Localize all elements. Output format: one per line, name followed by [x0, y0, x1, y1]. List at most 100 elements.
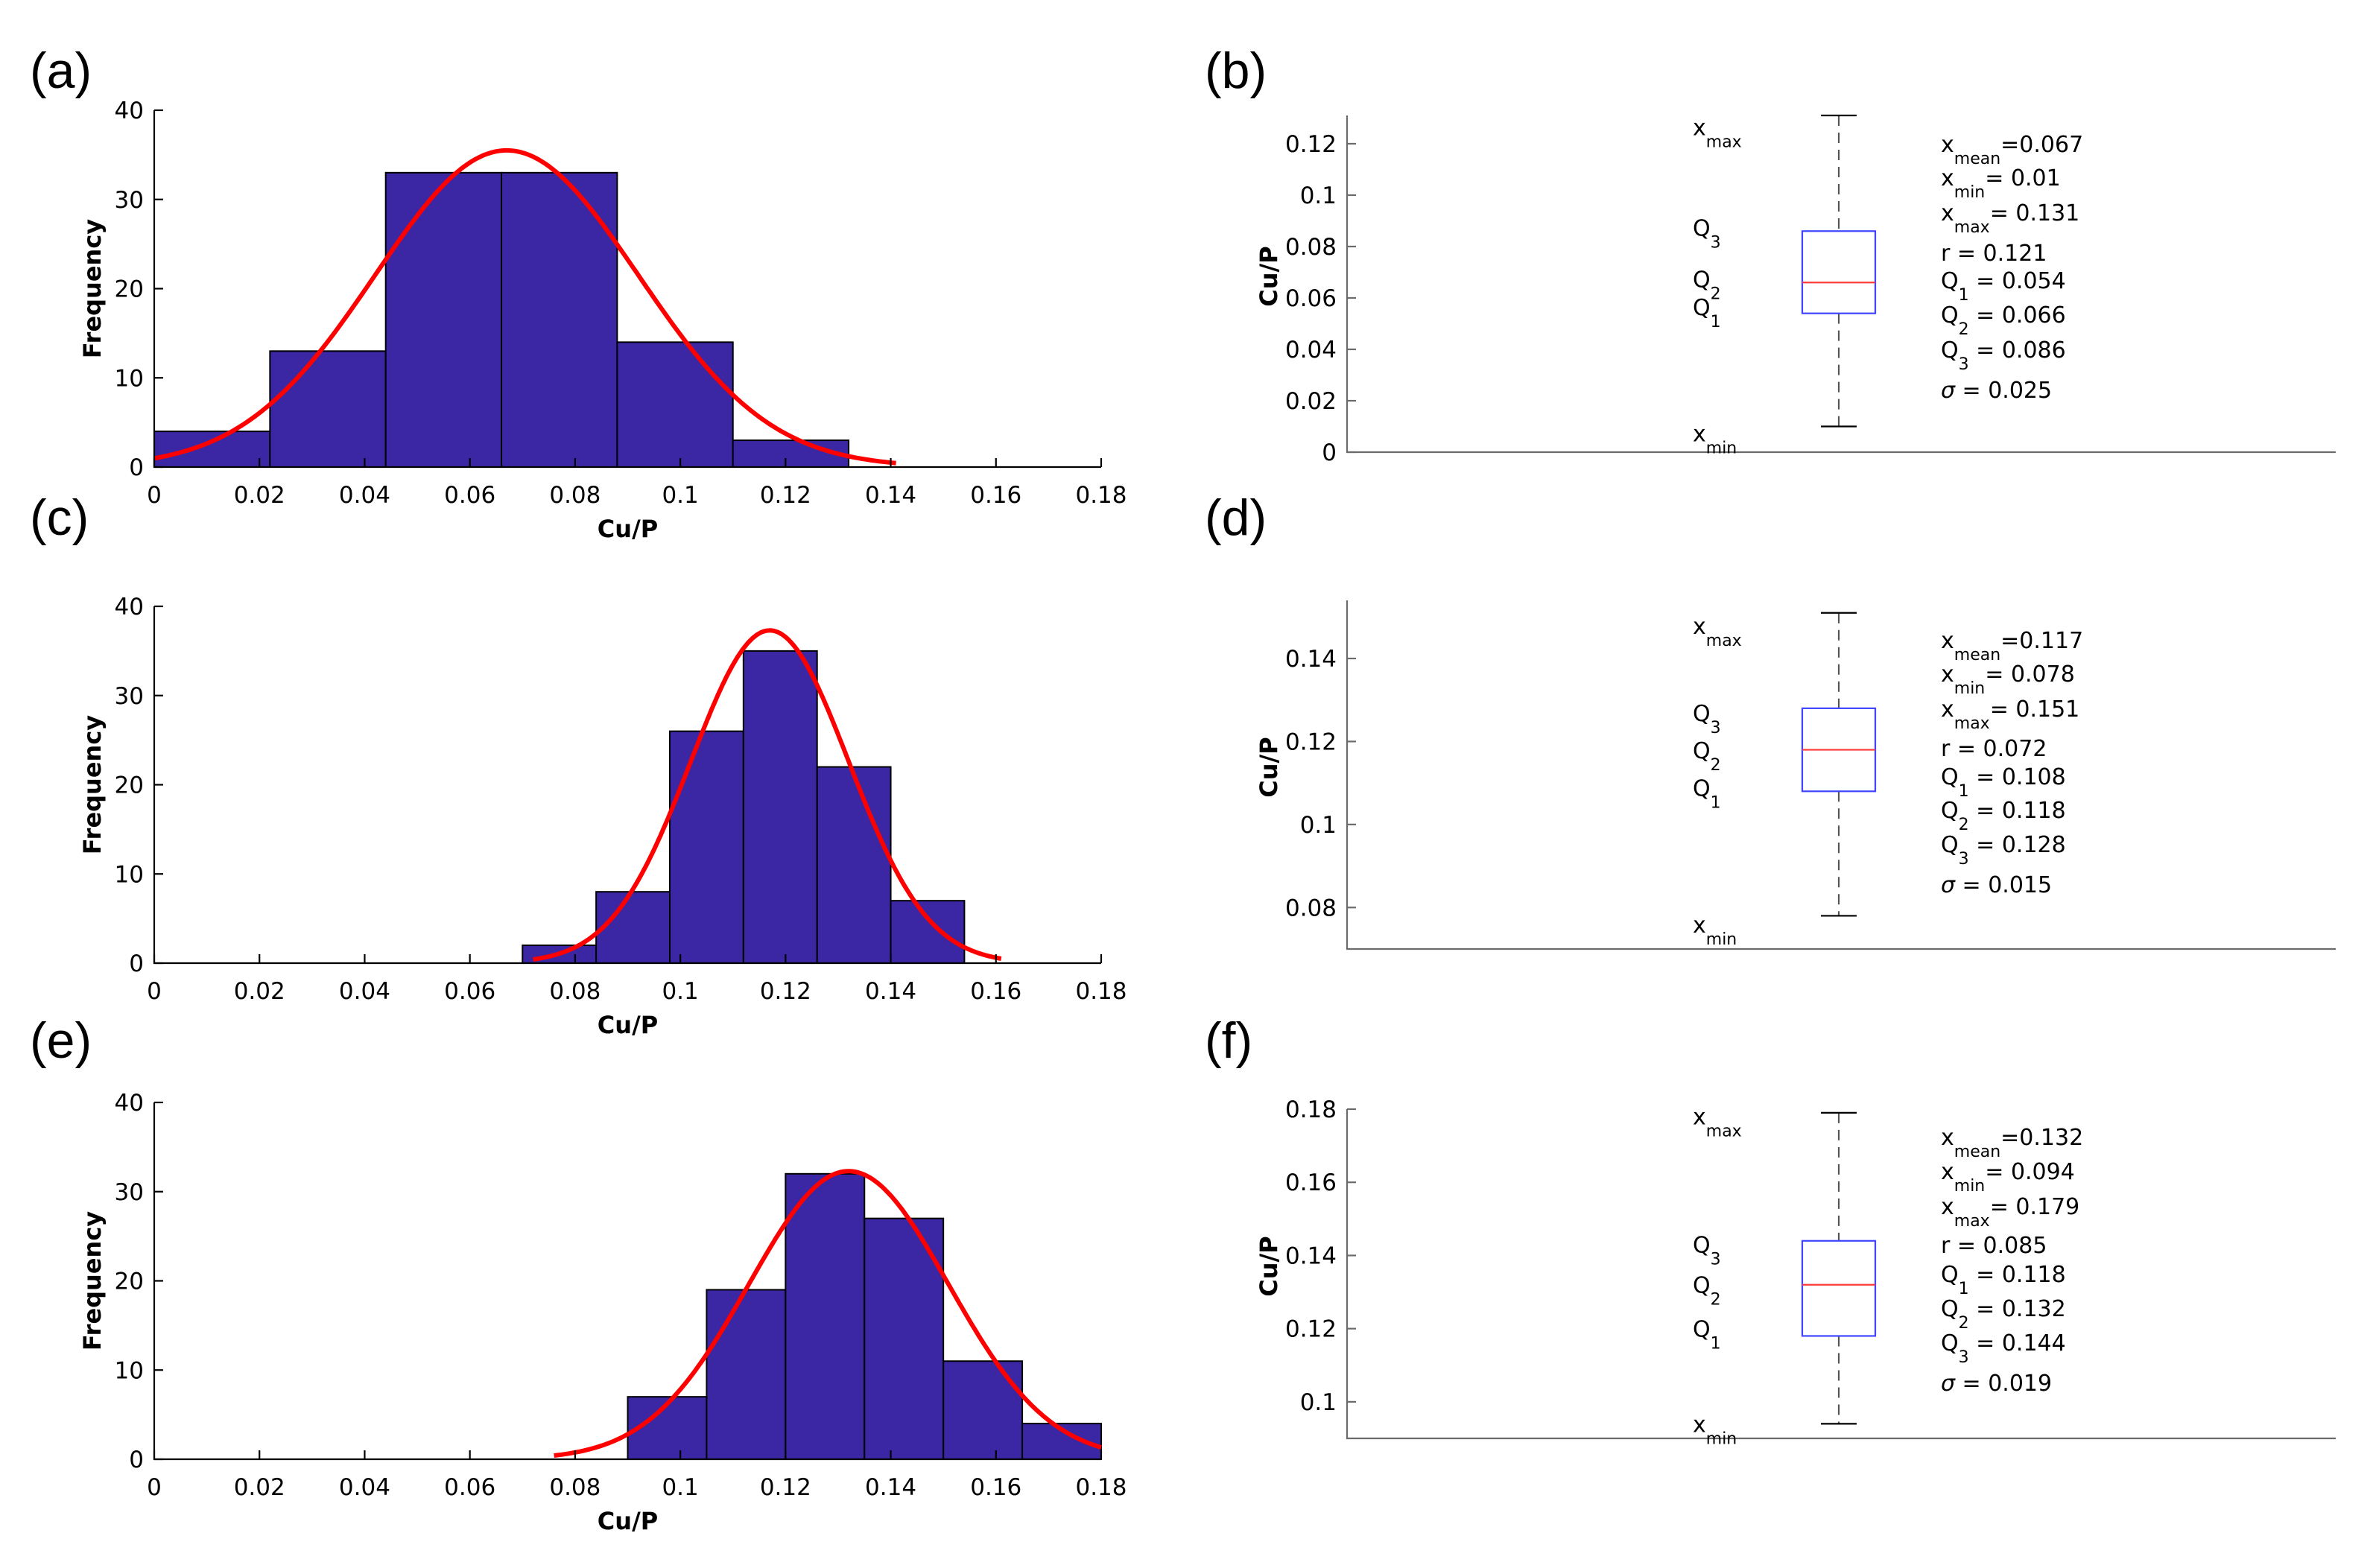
x-tick-label: 0.02: [234, 978, 285, 1005]
stat-symbol: Q: [1941, 268, 1959, 294]
side-label-sub: max: [1706, 133, 1742, 152]
stat-symbol: Q: [1941, 302, 1959, 328]
stat-line: Q2 = 0.132: [1941, 1296, 2066, 1333]
stat-value: = 0.131: [1990, 200, 2080, 226]
stat-line: Q2 = 0.066: [1941, 302, 2066, 339]
side-label: Q1: [1693, 295, 1721, 331]
stat-symbol: x: [1941, 661, 1954, 688]
x-tick-label: 0.1: [662, 1474, 698, 1501]
y-tick-label: 20: [115, 276, 144, 303]
stat-line: r = 0.072: [1941, 736, 2047, 762]
x-tick-label: 0.06: [444, 1474, 495, 1501]
stat-subscript: min: [1954, 1177, 1986, 1196]
normal-fit-curve: [532, 628, 1002, 962]
stat-line: Q3 = 0.144: [1941, 1330, 2066, 1367]
x-tick-label: 0.18: [1075, 482, 1127, 509]
side-label-base: Q: [1693, 1317, 1711, 1343]
stat-symbol: r: [1941, 736, 1951, 762]
stat-symbol: σ: [1941, 378, 1956, 404]
side-label-sub: min: [1706, 930, 1737, 949]
side-label-sub: 2: [1711, 285, 1721, 303]
stat-value: =0.117: [2000, 628, 2083, 654]
stat-subscript: min: [1954, 679, 1986, 698]
y-tick-label: 0.18: [1285, 1096, 1337, 1123]
normal-fit-curve: [153, 147, 896, 466]
side-label: Q3: [1693, 701, 1721, 737]
y-tick-label: 0: [1322, 439, 1337, 466]
stat-value: = 0.179: [1990, 1194, 2080, 1220]
x-tick-label: 0.1: [662, 482, 698, 509]
x-tick-label: 0.08: [549, 1474, 601, 1501]
histogram-bar: [706, 1289, 787, 1460]
side-label-base: Q: [1693, 701, 1711, 727]
side-label-base: x: [1693, 1105, 1706, 1131]
y-tick-label: 40: [115, 1090, 144, 1117]
stat-symbol: Q: [1941, 1330, 1959, 1356]
stat-value: = 0.128: [1969, 832, 2066, 858]
y-tick-label: 30: [115, 683, 144, 710]
stat-value: = 0.066: [1969, 302, 2066, 328]
y-tick-label: 0.04: [1285, 337, 1337, 364]
x-tick-label: 0.14: [865, 1474, 916, 1501]
stat-symbol: x: [1941, 628, 1954, 654]
side-label-sub: 3: [1711, 233, 1721, 252]
panel-label: (a): [30, 42, 92, 99]
histogram-bar: [668, 730, 744, 965]
side-label-base: x: [1693, 614, 1706, 640]
stat-symbol: σ: [1941, 1371, 1956, 1397]
stat-symbol: r: [1941, 241, 1951, 267]
x-axis-label: Cu/P: [598, 515, 658, 543]
histogram-bar: [153, 431, 271, 468]
stat-line: Q1 = 0.108: [1941, 764, 2066, 801]
panel-d: (d)0.080.10.120.14Cu/PxmaxQ3Q2Q1xminxmea…: [1205, 489, 2336, 950]
y-axis-label: Cu/P: [1255, 1236, 1283, 1296]
side-label-base: Q: [1693, 295, 1711, 321]
side-label-sub: max: [1706, 632, 1742, 650]
stat-symbol: Q: [1941, 764, 1959, 790]
stat-value: = 0.019: [1955, 1371, 2052, 1397]
side-label-sub: max: [1706, 1123, 1742, 1141]
stat-line: xmax= 0.151: [1941, 696, 2079, 733]
stat-line: Q1 = 0.054: [1941, 268, 2066, 305]
panel-label: (e): [30, 1012, 92, 1069]
x-tick-label: 0.1: [662, 978, 698, 1005]
stat-subscript: 2: [1959, 320, 1969, 339]
histogram-bar: [864, 1217, 945, 1461]
stat-subscript: min: [1954, 183, 1986, 202]
side-label-base: x: [1693, 912, 1706, 939]
y-tick-label: 0.12: [1285, 131, 1337, 158]
x-tick-label: 0.12: [760, 978, 811, 1005]
stat-subscript: 2: [1959, 1314, 1969, 1333]
side-label: xmin: [1693, 421, 1737, 457]
y-tick-label: 0.12: [1285, 1316, 1337, 1343]
y-tick-label: 0: [129, 454, 144, 481]
stat-line: xmin= 0.01: [1941, 165, 2061, 202]
side-label-sub: 3: [1711, 1251, 1721, 1269]
stat-value: = 0.078: [1985, 661, 2075, 688]
y-tick-label: 20: [115, 1269, 144, 1295]
side-label-sub: 1: [1711, 1335, 1721, 1353]
stat-value: = 0.086: [1969, 337, 2066, 364]
y-tick-label: 10: [115, 365, 144, 392]
side-label-sub: 2: [1711, 1291, 1721, 1310]
y-tick-label: 0.14: [1285, 646, 1337, 673]
stat-value: = 0.151: [1990, 696, 2080, 723]
stat-line: Q3 = 0.128: [1941, 832, 2066, 869]
histogram-bar: [616, 341, 734, 468]
side-label-base: Q: [1693, 775, 1711, 802]
side-label-base: Q: [1693, 267, 1711, 293]
side-label-base: Q: [1693, 738, 1711, 764]
y-tick-label: 0.1: [1300, 812, 1337, 839]
side-label-base: Q: [1693, 1233, 1711, 1259]
y-axis-label: Cu/P: [1255, 737, 1283, 797]
panel-e: (e) 0 0.02 0.04 0.06 0.08 0.1 0.12 0.14 0.16 0.18 0…: [30, 1012, 1127, 1535]
side-label-base: Q: [1693, 215, 1711, 241]
stat-subscript: 3: [1959, 850, 1969, 869]
axes-lines: [1346, 600, 2336, 950]
side-label: Q2: [1693, 267, 1721, 303]
stat-line: σ = 0.019: [1941, 1371, 2052, 1397]
panel-a: (a) 0 0.02 0.04 0.06 0.08 0.1 0.12 0.14 0.16 0.18 0…: [30, 42, 1127, 543]
y-axis-label: Cu/P: [1255, 246, 1283, 306]
y-axis-label: Frequency: [78, 1211, 107, 1350]
side-label: xmin: [1693, 912, 1737, 949]
